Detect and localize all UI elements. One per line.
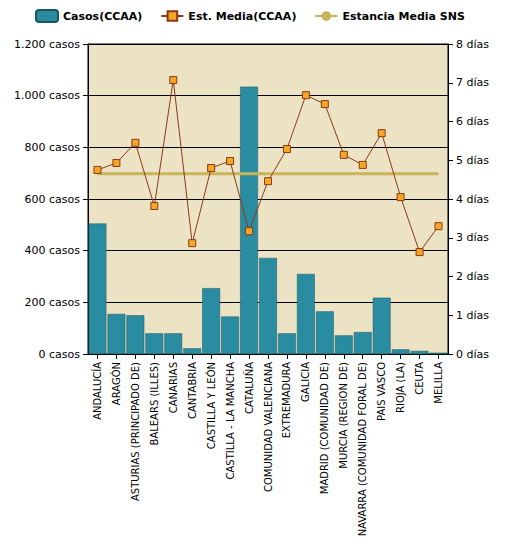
svg-text:0 días: 0 días <box>456 348 489 361</box>
svg-text:CEUTA: CEUTA <box>414 362 425 395</box>
svg-text:4 días: 4 días <box>456 193 489 206</box>
svg-text:400 casos: 400 casos <box>25 244 81 257</box>
svg-text:1 días: 1 días <box>456 309 489 322</box>
svg-text:5 días: 5 días <box>456 154 489 167</box>
svg-text:MELILLA: MELILLA <box>433 362 444 404</box>
svg-text:BALEARS (ILLES): BALEARS (ILLES) <box>149 362 160 446</box>
svg-text:200 casos: 200 casos <box>25 296 81 309</box>
svg-text:Est. Media(CCAA): Est. Media(CCAA) <box>188 10 296 23</box>
svg-text:GALICIA: GALICIA <box>300 362 311 402</box>
svg-text:3 días: 3 días <box>456 231 489 244</box>
svg-text:PAIS VASCO: PAIS VASCO <box>376 362 387 421</box>
svg-text:CASTILLA Y LEÓN: CASTILLA Y LEÓN <box>205 362 217 449</box>
svg-text:MURCIA (REGION DE): MURCIA (REGION DE) <box>338 362 349 469</box>
svg-text:COMUNIDAD VALENCIANA: COMUNIDAD VALENCIANA <box>263 362 274 492</box>
svg-text:CANARIAS: CANARIAS <box>168 362 179 413</box>
svg-text:7 días: 7 días <box>456 76 489 89</box>
svg-text:EXTREMADURA: EXTREMADURA <box>281 362 292 438</box>
svg-text:0 casos: 0 casos <box>39 348 81 361</box>
svg-text:ANDALUCÍA: ANDALUCÍA <box>91 362 103 420</box>
svg-text:CASTILLA - LA MANCHA: CASTILLA - LA MANCHA <box>225 362 236 480</box>
svg-text:RIOJA (LA): RIOJA (LA) <box>395 362 406 413</box>
svg-text:600 casos: 600 casos <box>25 193 81 206</box>
svg-text:MADRID (COMUNIDAD DE): MADRID (COMUNIDAD DE) <box>319 362 330 494</box>
svg-text:8 días: 8 días <box>456 38 489 51</box>
svg-text:1.200 casos: 1.200 casos <box>14 38 80 51</box>
svg-text:6 días: 6 días <box>456 115 489 128</box>
svg-text:800 casos: 800 casos <box>25 141 81 154</box>
svg-text:CATALUÑA: CATALUÑA <box>243 362 255 414</box>
svg-text:Casos(CCAA): Casos(CCAA) <box>63 10 142 23</box>
svg-text:ASTURIAS (PRINCIPADO DE): ASTURIAS (PRINCIPADO DE) <box>130 362 141 501</box>
svg-text:ARAGÓN: ARAGÓN <box>110 362 122 405</box>
svg-text:2 días: 2 días <box>456 270 489 283</box>
svg-text:1.000 casos: 1.000 casos <box>14 89 80 102</box>
svg-text:CANTABRIA: CANTABRIA <box>187 362 198 419</box>
svg-text:Estancia Media SNS: Estancia Media SNS <box>342 10 465 23</box>
svg-text:NAVARRA (COMUNIDAD FORAL DE): NAVARRA (COMUNIDAD FORAL DE) <box>357 362 368 536</box>
